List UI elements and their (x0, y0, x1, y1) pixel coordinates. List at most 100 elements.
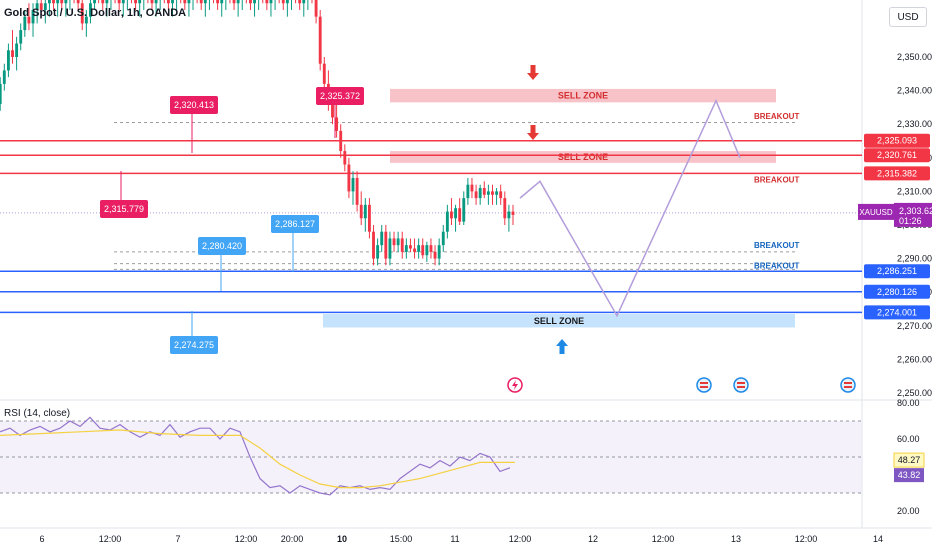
candle-body (437, 245, 441, 259)
candle-body (421, 245, 425, 256)
flag-stripe (737, 382, 745, 384)
candle-body (302, 0, 306, 4)
candle-body (507, 211, 511, 219)
candle-body (392, 238, 396, 246)
price-callout-text: 2,286.127 (275, 219, 315, 229)
symbol-tag (858, 203, 894, 220)
forecast-path[interactable] (519, 98, 741, 318)
price-callout[interactable] (316, 87, 364, 105)
sell-zone-box[interactable] (390, 88, 776, 103)
breakout-label: BREAKOUT (754, 112, 799, 121)
candle-body (60, 0, 64, 4)
sell-zone-label: SELL ZONE (534, 316, 584, 326)
candle-body (384, 231, 388, 259)
candle-body (355, 177, 359, 205)
candle-body (47, 0, 51, 4)
price-tick-label: 2,340.000 (897, 86, 932, 96)
currency-button[interactable]: USD (889, 7, 927, 27)
candle-body (491, 191, 494, 195)
candle-body (503, 198, 507, 219)
price-callout-text: 2,315.779 (104, 204, 144, 214)
candle-body (43, 3, 47, 10)
candle-body (339, 130, 343, 152)
time-tick-label: 11 (450, 534, 459, 544)
breakout-label: BREAKOUT (754, 241, 799, 250)
sell-zone-box[interactable] (390, 151, 776, 163)
time-tick-label: 12:00 (652, 534, 675, 544)
level-price-tag (864, 166, 930, 181)
candle-body (35, 3, 39, 10)
rsi-label[interactable]: RSI (14, close) (4, 408, 71, 419)
candle-body (0, 83, 2, 105)
sell-zone-label: SELL ZONE (558, 152, 608, 162)
flag-icon[interactable] (733, 377, 749, 393)
candle-body (450, 211, 453, 219)
candle-body (253, 0, 256, 4)
candle-body (458, 208, 462, 222)
current-price-tag (894, 202, 932, 227)
flag-icon[interactable] (840, 377, 856, 393)
candle-body (351, 177, 355, 192)
up-arrow-icon (556, 339, 568, 346)
candle-body (232, 0, 236, 4)
candle-body (154, 0, 158, 4)
candle-body (199, 0, 203, 4)
sell-zone-box[interactable] (323, 314, 795, 328)
level-price-tag (864, 264, 930, 279)
candle-body (478, 188, 482, 199)
candle-body (31, 9, 35, 24)
time-tick-label: 15:00 (390, 534, 413, 544)
candle-body (166, 0, 170, 4)
flag-icon[interactable] (696, 377, 712, 393)
time-tick-label: 12:00 (235, 534, 258, 544)
flag-stripe (700, 386, 708, 388)
candle-body (187, 0, 191, 4)
price-tick-label: 2,290.000 (897, 254, 932, 264)
flag-stripe (844, 386, 852, 388)
time-tick-label: 12 (588, 534, 598, 544)
rsi-line[interactable] (0, 416, 511, 496)
candle-body (343, 151, 347, 165)
level-price-text: 2,286.251 (877, 266, 917, 276)
price-tick-label: 2,270.000 (897, 321, 932, 331)
candle-body (470, 184, 474, 192)
level-price-tag (864, 133, 930, 148)
price-callout[interactable] (100, 200, 148, 218)
rsi-ma-line[interactable] (0, 429, 515, 489)
price-callout-text: 2,320.413 (174, 100, 214, 110)
candle-body (363, 204, 367, 219)
candle-body (117, 0, 121, 4)
rsi-tag (894, 468, 924, 483)
price-callout[interactable] (170, 96, 218, 114)
current-price-text: 2,303.620 (899, 206, 932, 216)
time-tick-label: 14 (873, 534, 883, 544)
candle-body (409, 245, 412, 249)
rsi-tick-label: 60.00 (897, 434, 920, 444)
candle-body (466, 184, 470, 199)
sell-zone-label: SELL ZONE (558, 91, 608, 101)
candle-body (39, 3, 43, 10)
candle-body (372, 231, 375, 259)
candle-body (314, 0, 318, 17)
candle-body (298, 0, 302, 4)
symbol-title[interactable]: Gold Spot / U.S. Dollar, 1h, OANDA (4, 7, 187, 19)
level-price-text: 2,280.126 (877, 287, 917, 297)
candle-body (183, 0, 187, 4)
rsi-tick-label: 80.00 (897, 398, 920, 408)
candle-body (2, 70, 6, 84)
price-callout[interactable] (198, 237, 246, 255)
price-callout[interactable] (271, 215, 319, 233)
level-price-text: 2,315.382 (877, 168, 917, 178)
candle-body (101, 0, 105, 4)
level-price-tag (864, 305, 930, 320)
rsi-tick-label: 20.00 (897, 506, 920, 516)
level-price-text: 2,274.001 (877, 307, 917, 317)
candle-body (429, 245, 433, 252)
level-price-text: 2,325.093 (877, 136, 917, 146)
candle-body (335, 117, 339, 131)
time-tick-label: 10 (337, 534, 347, 544)
price-callout[interactable] (170, 336, 218, 354)
candle-body (331, 104, 334, 118)
candle-body (19, 30, 23, 44)
